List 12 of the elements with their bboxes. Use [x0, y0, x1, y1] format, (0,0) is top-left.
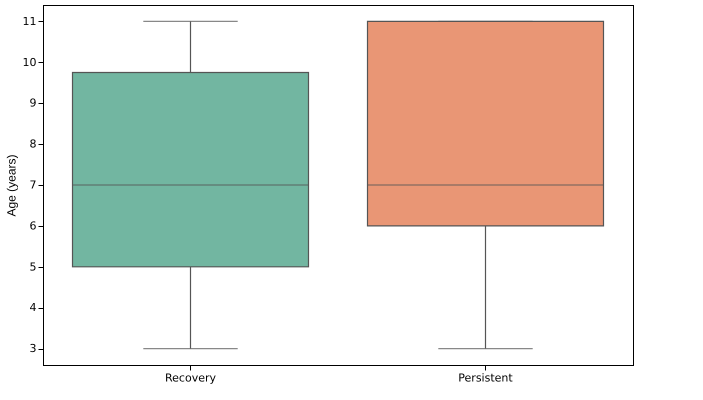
y-tick-label: 11 [22, 14, 36, 28]
y-tick-label: 9 [30, 96, 36, 110]
y-tick-label: 6 [30, 219, 36, 232]
y-tick-label: 10 [22, 56, 36, 69]
y-tick-label: 3 [30, 342, 36, 356]
y-tick-label: 5 [30, 260, 36, 274]
x-tick-label: Recovery [164, 372, 216, 384]
y-tick-label: 8 [30, 138, 36, 151]
y-axis-title: Age (years) [4, 154, 19, 217]
y-tick-label: 7 [30, 178, 36, 192]
y-tick-label: 4 [30, 301, 36, 314]
x-tick-label: Persistent [458, 372, 514, 384]
